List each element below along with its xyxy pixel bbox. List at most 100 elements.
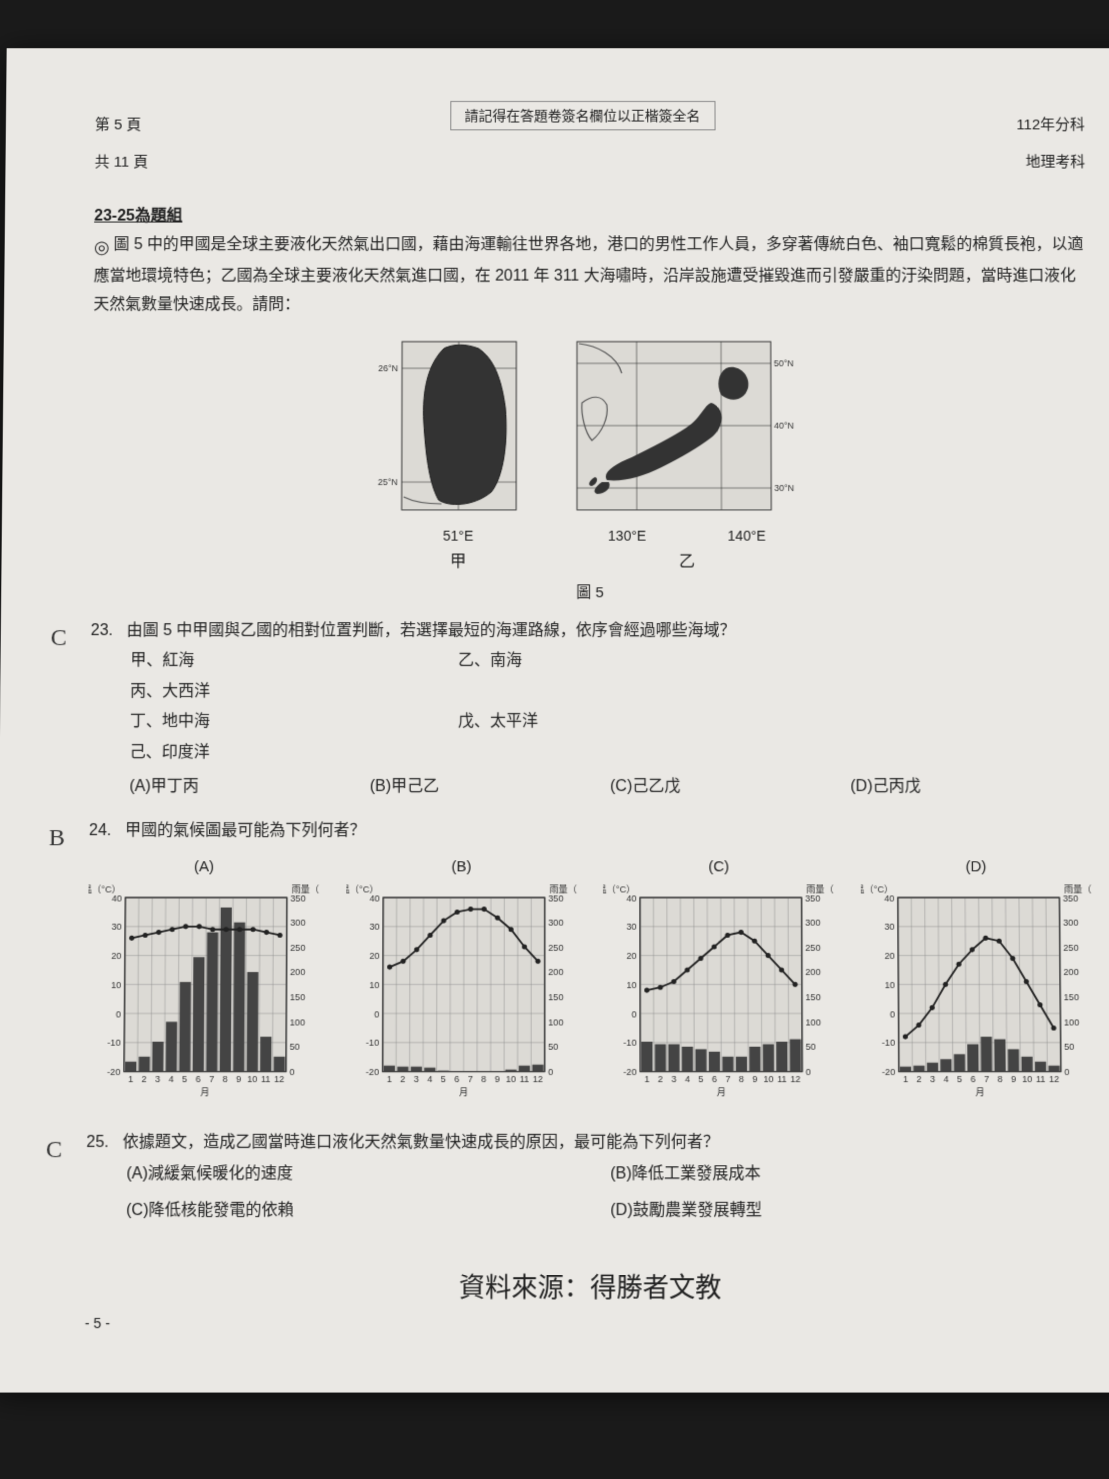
svg-text:6: 6 (454, 1074, 459, 1084)
svg-text:40: 40 (369, 893, 379, 903)
svg-text:9: 9 (494, 1074, 499, 1084)
map-a-lat-top: 26°N (378, 363, 398, 373)
exam-info: 112年分科 地理考科 (1016, 97, 1085, 188)
map-a-lon: 51°E (373, 528, 543, 544)
svg-text:2: 2 (916, 1074, 921, 1084)
question-group-title: 23-25為題組 (94, 202, 1085, 226)
map-b-lon1: 130°E (608, 528, 646, 544)
svg-text:11: 11 (519, 1074, 529, 1084)
svg-text:1: 1 (903, 1074, 908, 1084)
svg-text:2: 2 (400, 1074, 405, 1084)
svg-text:150: 150 (806, 992, 821, 1002)
svg-text:11: 11 (261, 1074, 271, 1084)
sea-e: 戊、太平洋 (458, 707, 746, 737)
q23-choices: (A)甲丁丙 (B)甲己乙 (C)己乙戊 (D)己丙戊 (129, 772, 1091, 802)
svg-text:7: 7 (726, 1074, 731, 1084)
svg-text:200: 200 (1063, 968, 1078, 978)
svg-text:6: 6 (196, 1074, 201, 1084)
svg-text:10: 10 (627, 980, 637, 990)
svg-text:月: 月 (975, 1087, 984, 1097)
sea-c: 丙、大西洋 (130, 677, 418, 707)
figure-5-maps: 26°N 25°N 51°E 甲 50°N 40°N 30°N (91, 334, 1089, 572)
map-b-japan: 50°N 40°N 30°N 130°E 140°E 乙 (567, 334, 806, 572)
svg-text:12: 12 (791, 1074, 801, 1084)
svg-text:350: 350 (1063, 893, 1078, 903)
question-25: C 25.依據題文，造成乙國當時進口液化天然氣數量快速成長的原因，最可能為下列何… (86, 1128, 1095, 1227)
sign-reminder-box: 請記得在答題卷簽名欄位以正楷簽全名 (450, 101, 715, 130)
label-A: (A) (89, 853, 320, 882)
svg-text:7: 7 (467, 1074, 472, 1084)
svg-text:10: 10 (111, 980, 121, 990)
svg-text:0: 0 (374, 1009, 379, 1019)
svg-text:8: 8 (481, 1074, 486, 1084)
svg-text:300: 300 (1063, 918, 1078, 928)
q25-choice-A: (A)減緩氣候暖化的速度 (126, 1159, 610, 1190)
page-total: 共 11 頁 (95, 151, 149, 172)
svg-text:100: 100 (806, 1017, 821, 1027)
svg-text:2: 2 (658, 1074, 663, 1084)
svg-text:11: 11 (777, 1074, 787, 1084)
svg-text:-10: -10 (624, 1038, 637, 1048)
label-B: (B) (346, 853, 577, 882)
svg-text:250: 250 (805, 943, 820, 953)
q23-choice-B: (B)甲己乙 (370, 772, 610, 802)
sea-f: 己、印度洋 (130, 738, 418, 768)
svg-text:3: 3 (155, 1074, 160, 1084)
question-24: B 24.甲國的氣候圖最可能為下列何者？ (A) 氣溫（°C）雨量（mm）-20… (87, 816, 1094, 1113)
svg-text:150: 150 (1064, 992, 1079, 1002)
svg-text:4: 4 (427, 1074, 432, 1084)
handwritten-answer-25: C (46, 1128, 63, 1174)
source-footnote: 資料來源：得勝者文教 (85, 1267, 1095, 1305)
svg-text:0: 0 (632, 1009, 637, 1019)
svg-text:1: 1 (645, 1074, 650, 1084)
sea-b: 乙、南海 (458, 646, 746, 676)
svg-text:30: 30 (111, 922, 121, 932)
intro-text: 圖 5 中的甲國是全球主要液化天然氣出口國，藉由海運輸往世界各地，港口的男性工作… (93, 236, 1083, 313)
page-number-bottom: - 5 - (85, 1315, 1096, 1331)
climate-chart-C: (C) 氣溫（°C）雨量（mm）-20-10010203040050100150… (603, 853, 835, 1114)
sea-d: 丁、地中海 (130, 707, 418, 737)
svg-text:4: 4 (943, 1074, 948, 1084)
svg-text:50: 50 (806, 1042, 816, 1052)
svg-text:40: 40 (884, 893, 894, 903)
svg-text:100: 100 (548, 1017, 563, 1027)
svg-text:150: 150 (548, 992, 563, 1002)
map-a-qatar: 26°N 25°N 51°E 甲 (373, 334, 543, 572)
svg-text:0: 0 (1064, 1067, 1069, 1077)
svg-text:3: 3 (413, 1074, 418, 1084)
q23-choice-C: (C)己乙戊 (610, 772, 850, 802)
climate-charts-row: (A) 氣溫（°C）雨量（mm）-20-10010203040050100150… (87, 853, 1094, 1114)
svg-text:9: 9 (1011, 1074, 1016, 1084)
svg-text:30: 30 (369, 922, 379, 932)
svg-text:4: 4 (685, 1074, 690, 1084)
page-header: 第 5 頁 共 11 頁 請記得在答題卷簽名欄位以正楷簽全名 112年分科 地理… (94, 97, 1085, 188)
svg-text:200: 200 (290, 968, 305, 978)
svg-text:350: 350 (548, 893, 563, 903)
svg-text:10: 10 (1022, 1074, 1032, 1084)
svg-text:300: 300 (290, 918, 305, 928)
svg-text:20: 20 (111, 951, 121, 961)
svg-text:1: 1 (386, 1074, 391, 1084)
svg-text:10: 10 (369, 980, 379, 990)
svg-text:8: 8 (997, 1074, 1002, 1084)
q25-choice-D: (D)鼓勵農業發展轉型 (610, 1196, 1094, 1227)
svg-text:5: 5 (957, 1074, 962, 1084)
svg-text:20: 20 (627, 951, 637, 961)
svg-text:0: 0 (890, 1009, 895, 1019)
svg-text:30: 30 (627, 922, 637, 932)
q23-choice-D: (D)己丙戊 (850, 772, 1091, 802)
svg-text:3: 3 (672, 1074, 677, 1084)
svg-text:20: 20 (369, 951, 379, 961)
svg-text:100: 100 (1064, 1017, 1079, 1027)
svg-text:150: 150 (290, 992, 305, 1002)
map-b-lat-top: 50°N (774, 358, 794, 368)
map-a-lat-bot: 25°N (378, 477, 398, 487)
q23-number: 23. (91, 616, 127, 646)
svg-text:月: 月 (459, 1087, 468, 1097)
svg-text:1: 1 (128, 1074, 133, 1084)
svg-text:6: 6 (712, 1074, 717, 1084)
svg-text:40: 40 (112, 893, 122, 903)
q23-seas-row1: 甲、紅海 乙、南海 丙、大西洋 (130, 646, 1090, 707)
svg-text:12: 12 (532, 1074, 542, 1084)
svg-text:100: 100 (290, 1017, 305, 1027)
